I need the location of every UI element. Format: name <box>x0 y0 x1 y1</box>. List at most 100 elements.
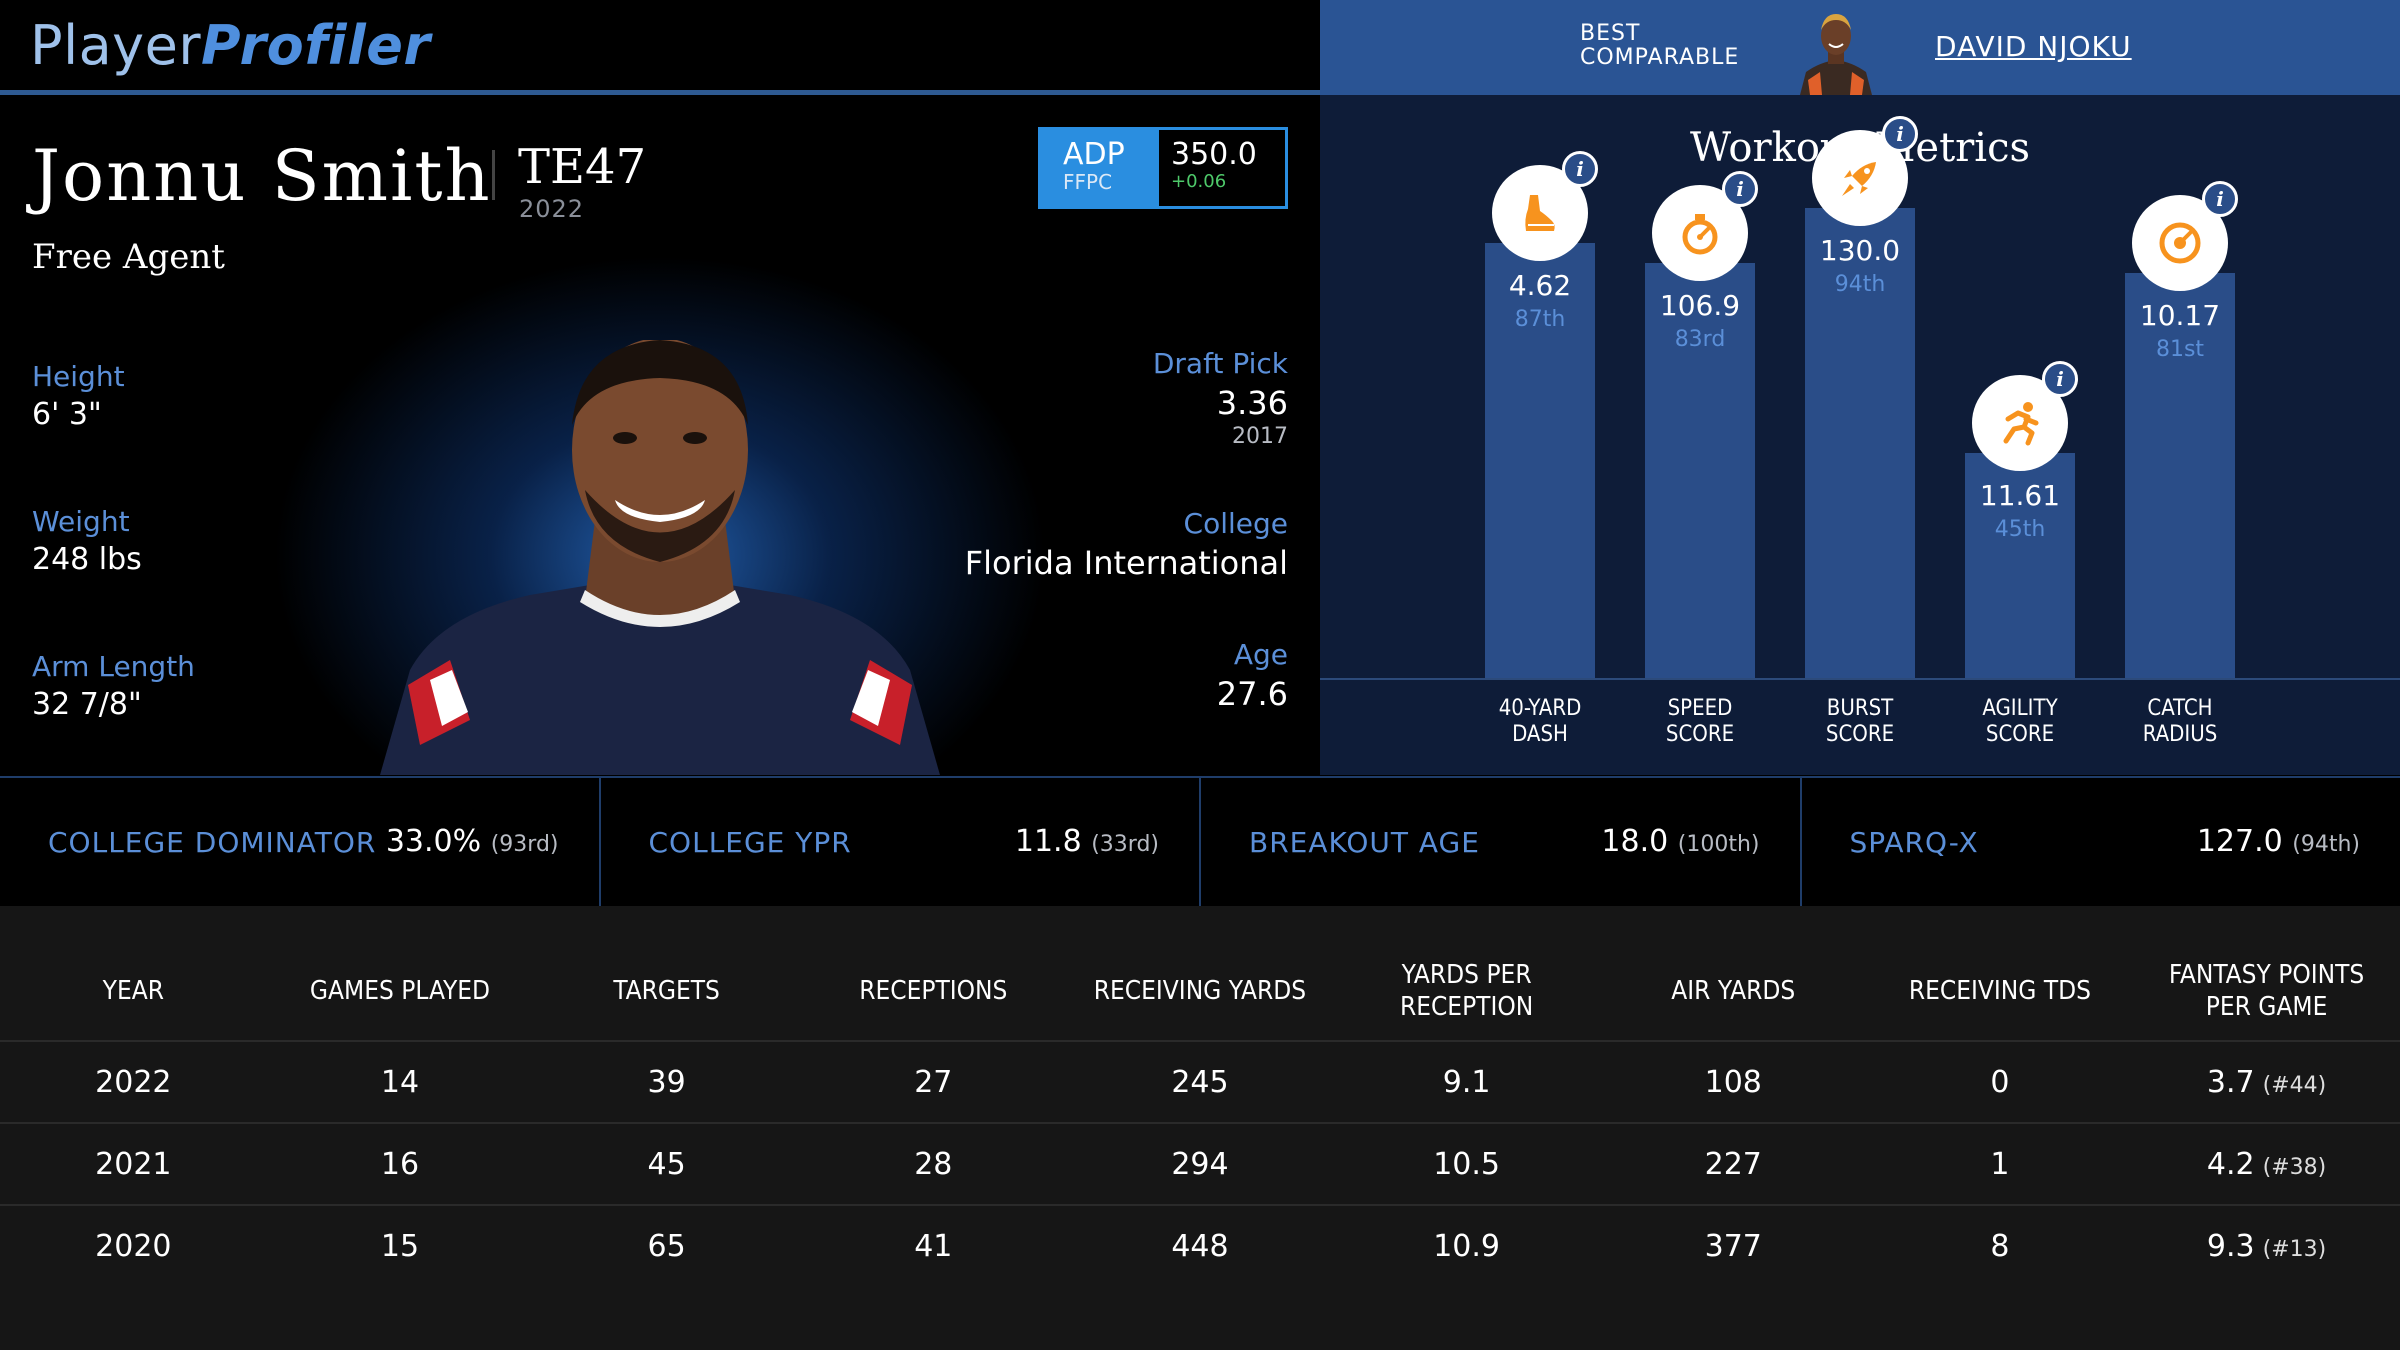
cell-tds: 0 <box>1990 1064 2010 1100</box>
col-header-games[interactable]: GAMES PLAYED <box>309 976 491 1006</box>
col-header-fppg[interactable]: FANTASY POINTS PER GAME <box>2168 960 2365 1022</box>
best-comparable-line2: COMPARABLE <box>1580 45 1740 70</box>
table-row: 2020 15 65 41 448 10.9 377 8 9.3 (#13) <box>0 1204 2400 1286</box>
info-icon[interactable]: i <box>1562 151 1598 187</box>
cell-yards: 245 <box>1171 1064 1229 1100</box>
weight-value: 248 lbs <box>32 542 142 577</box>
metric-breakout-age[interactable]: BREAKOUT AGE 18.0 (100th) <box>1201 778 1802 906</box>
weight-label: Weight <box>32 505 130 538</box>
runner-icon <box>1972 375 2068 471</box>
height-value: 6' 3" <box>32 397 102 432</box>
arm-length-label: Arm Length <box>32 650 195 683</box>
name-divider <box>492 150 495 200</box>
col-header-receiving-yards[interactable]: RECEIVING YARDS <box>1093 976 1307 1006</box>
workout-bar-speed-score: 106.9 83rd <box>1645 263 1755 678</box>
player-name: Jonnu Smith <box>32 135 492 217</box>
adp-value: 350.0 <box>1171 137 1257 172</box>
info-icon[interactable]: i <box>2202 181 2238 217</box>
info-icon[interactable]: i <box>2042 361 2078 397</box>
comparable-player-link[interactable]: DAVID NJOKU <box>1935 30 2132 63</box>
arm-length-stat: Arm Length 32 7/8" <box>32 650 195 722</box>
cell-targets: 45 <box>647 1146 686 1182</box>
cell-receptions: 41 <box>914 1228 953 1264</box>
metric-value: 127.0 (94th) <box>2196 824 2360 859</box>
brand-part2: Profiler <box>201 14 431 77</box>
workout-label-line1: 40-YARD <box>1498 696 1582 721</box>
stopwatch-icon <box>1652 185 1748 281</box>
metric-sparq-x[interactable]: SPARQ-X 127.0 (94th) <box>1802 778 2400 906</box>
workout-label-line1: SPEED <box>1667 696 1733 721</box>
adp-label: ADP <box>1063 137 1125 172</box>
cell-tds: 8 <box>1990 1228 2010 1264</box>
table-header-row: YEAR GAMES PLAYED TARGETS RECEPTIONS REC… <box>0 956 2400 1026</box>
col-header-ypr[interactable]: YARDS PER RECEPTION <box>1399 960 1534 1022</box>
adp-label-panel: ADP FFPC <box>1041 130 1159 206</box>
cell-fppg: 4.2 (#38) <box>2206 1146 2327 1182</box>
col-header-year[interactable]: YEAR <box>102 976 164 1006</box>
age-stat: Age 27.6 <box>1217 638 1288 713</box>
workout-bar-40-yard-dash: 4.62 87th <box>1485 243 1595 678</box>
brand-logo[interactable]: PlayerProfiler <box>30 14 430 77</box>
workout-value: 10.17 <box>2139 299 2221 332</box>
arm-length-value: 32 7/8" <box>32 687 142 722</box>
workout-bar-burst-score: 130.0 94th <box>1805 208 1915 678</box>
metric-college-ypr[interactable]: COLLEGE YPR 11.8 (33rd) <box>601 778 1201 906</box>
metric-label: SPARQ-X <box>1849 826 1979 859</box>
workout-label-40-yard-dash: 40-YARD DASH <box>1460 696 1620 748</box>
player-card: Jonnu Smith TE47 2022 Free Agent ADP FFP… <box>0 95 1320 775</box>
cell-receptions: 27 <box>914 1064 953 1100</box>
info-icon[interactable]: i <box>1882 116 1918 152</box>
cell-fppg: 9.3 (#13) <box>2206 1228 2327 1264</box>
draft-pick-stat: Draft Pick 3.36 2017 <box>1153 347 1288 449</box>
position-rank: TE47 <box>518 139 647 195</box>
target-icon <box>2132 195 2228 291</box>
cell-year: 2022 <box>95 1064 172 1100</box>
workout-rank: 45th <box>1994 517 2046 542</box>
workout-label-line1: CATCH <box>2147 696 2213 721</box>
workout-label-line1: BURST <box>1826 696 1894 721</box>
cell-receptions: 28 <box>914 1146 953 1182</box>
cell-air-yards: 108 <box>1704 1064 1762 1100</box>
workout-value: 11.61 <box>1979 479 2061 512</box>
shoe-icon <box>1492 165 1588 261</box>
best-comparable-line1: BEST <box>1580 21 1641 46</box>
draft-pick-label: Draft Pick <box>1152 347 1288 380</box>
cell-yards: 448 <box>1171 1228 1229 1264</box>
draft-pick-value: 3.36 <box>1216 384 1288 422</box>
col-header-targets[interactable]: TARGETS <box>613 976 720 1006</box>
best-comparable-label: BEST COMPARABLE <box>1580 22 1739 70</box>
workout-label-speed-score: SPEED SCORE <box>1620 696 1780 748</box>
metric-label: COLLEGE YPR <box>648 826 852 859</box>
metric-college-dominator[interactable]: COLLEGE DOMINATOR 33.0% (93rd) <box>0 778 601 906</box>
workout-rank: 87th <box>1514 307 1566 332</box>
workout-label-line2: RADIUS <box>2142 722 2218 747</box>
cell-yards: 294 <box>1171 1146 1229 1182</box>
info-icon[interactable]: i <box>1722 171 1758 207</box>
metric-value: 18.0 (100th) <box>1601 824 1760 859</box>
workout-rank: 81st <box>2155 337 2205 362</box>
stats-table: YEAR GAMES PLAYED TARGETS RECEPTIONS REC… <box>0 906 2400 1350</box>
weight-stat: Weight 248 lbs <box>32 505 142 577</box>
age-label: Age <box>1233 638 1288 671</box>
cell-year: 2021 <box>95 1146 172 1182</box>
cell-ypr: 10.5 <box>1433 1146 1500 1182</box>
workout-label-burst-score: BURST SCORE <box>1780 696 1940 748</box>
age-value: 27.6 <box>1216 675 1288 713</box>
adp-source: FFPC <box>1063 170 1113 194</box>
adp-delta: +0.06 <box>1171 171 1227 192</box>
col-header-receiving-tds[interactable]: RECEIVING TDS <box>1908 976 2091 1006</box>
cell-ypr: 9.1 <box>1442 1064 1491 1100</box>
header-rule <box>0 90 1320 95</box>
height-stat: Height 6' 3" <box>32 360 125 432</box>
workout-label-catch-radius: CATCH RADIUS <box>2100 696 2260 748</box>
position-year: 2022 <box>519 195 585 223</box>
col-header-air-yards[interactable]: AIR YARDS <box>1671 976 1796 1006</box>
cell-year: 2020 <box>95 1228 172 1264</box>
player-photo <box>380 340 940 775</box>
col-header-receptions[interactable]: RECEPTIONS <box>859 976 1008 1006</box>
rocket-icon <box>1812 130 1908 226</box>
college-value[interactable]: Florida International <box>964 544 1288 582</box>
adp-box[interactable]: ADP FFPC 350.0 +0.06 <box>1038 127 1288 209</box>
college-stat: College Florida International <box>965 507 1288 582</box>
comparable-avatar[interactable] <box>1800 10 1872 95</box>
